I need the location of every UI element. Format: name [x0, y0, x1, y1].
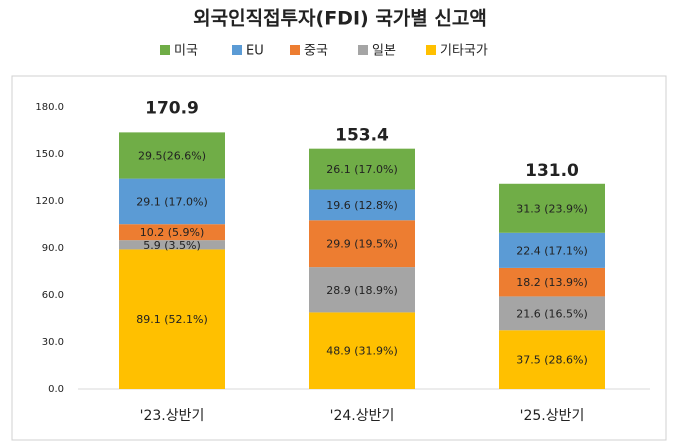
- bar-segment: [499, 267, 605, 297]
- y-tick-label: 90.0: [42, 243, 64, 254]
- x-tick-label: '24.상반기: [330, 408, 395, 424]
- y-tick-label: 0.0: [48, 384, 64, 395]
- legend-label: 미국: [174, 44, 198, 59]
- bar-segment: [309, 148, 415, 190]
- legend-label: 일본: [372, 44, 396, 59]
- total-label: 131.0: [525, 161, 579, 181]
- data-label: 10.2 (5.9%): [140, 226, 205, 239]
- bar-segment: [309, 312, 415, 389]
- bar-segment: [119, 224, 225, 241]
- data-label: 28.9 (18.9%): [326, 284, 398, 297]
- x-tick-label: '25.상반기: [520, 408, 585, 424]
- legend-label: 중국: [304, 44, 328, 59]
- bar-segment: [309, 267, 415, 313]
- bar-segment: [309, 189, 415, 221]
- chart-title: 외국인직접투자(FDI) 국가별 신고액: [193, 8, 487, 30]
- data-label: 48.9 (31.9%): [326, 345, 398, 358]
- bar-segment: [499, 296, 605, 331]
- bar-segment: [499, 330, 605, 389]
- legend-swatch: [358, 45, 368, 55]
- legend-label: 기타국가: [440, 44, 488, 59]
- y-tick-label: 120.0: [35, 196, 64, 207]
- legend-swatch: [426, 45, 436, 55]
- total-label: 170.9: [145, 98, 199, 118]
- bar-segment: [119, 240, 225, 250]
- legend-swatch: [232, 45, 242, 55]
- x-tick-label: '23.상반기: [140, 408, 205, 424]
- bar-segment: [309, 220, 415, 268]
- legend-label: EU: [246, 44, 264, 59]
- data-label: 21.6 (16.5%): [516, 307, 588, 320]
- data-label: 29.1 (17.0%): [136, 195, 208, 208]
- data-label: 26.1 (17.0%): [326, 163, 398, 176]
- bar-segment: [119, 249, 225, 389]
- total-label: 153.4: [335, 126, 389, 146]
- data-label: 31.3 (23.9%): [516, 202, 588, 215]
- legend-swatch: [160, 45, 170, 55]
- y-tick-label: 180.0: [35, 102, 64, 113]
- data-label: 37.5 (28.6%): [516, 354, 588, 367]
- data-label: 22.4 (17.1%): [516, 244, 588, 257]
- bar-segment: [119, 132, 225, 179]
- data-label: 5.9 (3.5%): [143, 239, 201, 252]
- bar-segment: [499, 183, 605, 233]
- data-label: 29.9 (19.5%): [326, 238, 398, 251]
- bar-segment: [119, 178, 225, 225]
- data-label: 19.6 (12.8%): [326, 199, 398, 212]
- data-label: 89.1 (52.1%): [136, 313, 208, 326]
- legend-swatch: [290, 45, 300, 55]
- bar-segment: [499, 232, 605, 268]
- data-label: 29.5(26.6%): [138, 149, 206, 162]
- data-label: 18.2 (13.9%): [516, 276, 588, 289]
- y-tick-label: 60.0: [42, 290, 64, 301]
- chart-frame: [11, 75, 667, 441]
- y-tick-label: 30.0: [42, 337, 64, 348]
- y-tick-label: 150.0: [35, 149, 64, 160]
